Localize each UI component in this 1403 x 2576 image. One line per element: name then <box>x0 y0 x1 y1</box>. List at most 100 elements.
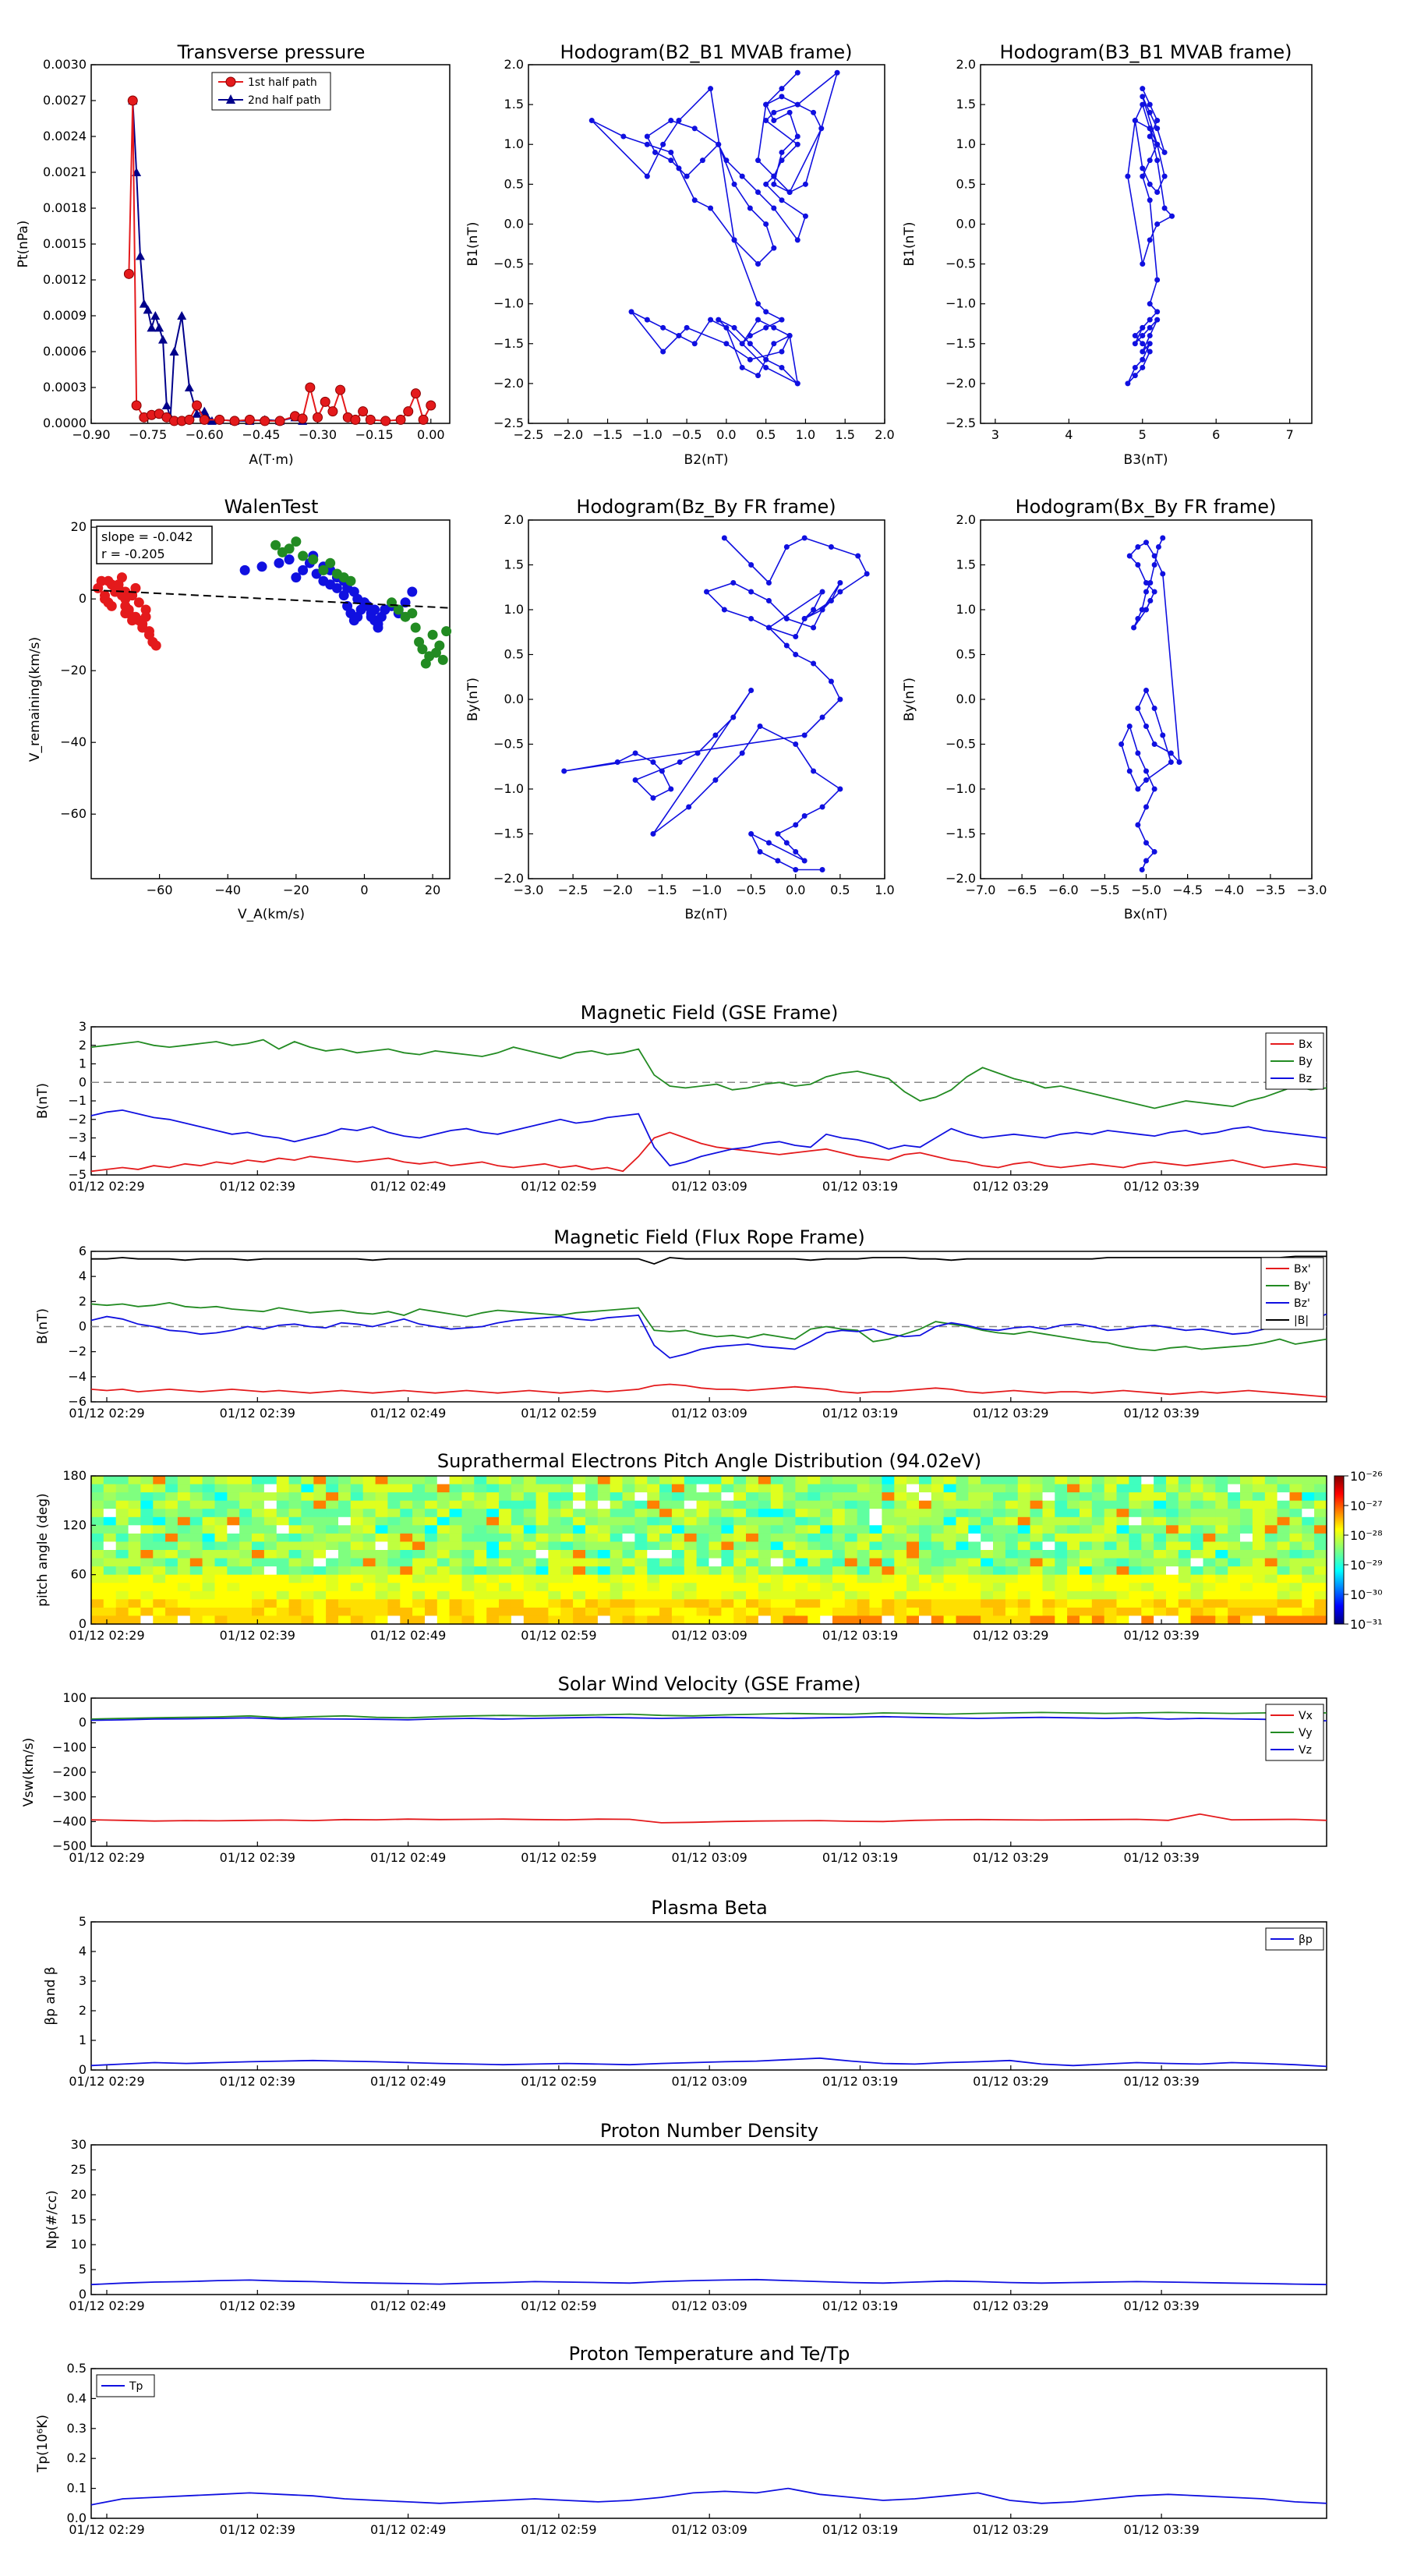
pad-cell <box>313 1509 327 1518</box>
pad-cell <box>1314 1500 1327 1509</box>
pad-cell <box>882 1541 895 1551</box>
pad-cell <box>919 1574 932 1583</box>
h3-point <box>686 804 692 810</box>
pad-cell <box>1228 1541 1241 1551</box>
pad-cell <box>610 1574 624 1583</box>
pad-cell <box>1055 1615 1068 1625</box>
pad-cell <box>857 1476 871 1485</box>
pad-cell <box>968 1550 981 1559</box>
pad-cell <box>671 1591 685 1600</box>
h1-point <box>739 364 745 370</box>
pad-cell <box>709 1509 722 1518</box>
pad-cell <box>981 1558 994 1567</box>
pad-cell <box>362 1558 376 1567</box>
pad-cell <box>1129 1607 1142 1617</box>
pad-cell <box>523 1574 537 1583</box>
pad-cell <box>832 1500 846 1509</box>
pad-cell <box>449 1583 462 1592</box>
h2-ytick-label: 1.0 <box>956 136 976 151</box>
pad-cell <box>808 1516 821 1526</box>
pad-cell <box>844 1509 858 1518</box>
pad-cell <box>770 1476 784 1485</box>
pad-cell <box>103 1476 117 1485</box>
pad-cell <box>400 1574 413 1583</box>
pad-cell <box>931 1558 945 1567</box>
pad-cell <box>906 1492 920 1502</box>
pad-cell <box>1302 1476 1315 1485</box>
pad-cell <box>696 1525 709 1534</box>
pad-cell <box>647 1615 660 1625</box>
pad-cell <box>1240 1484 1253 1493</box>
pad-cell <box>696 1607 709 1617</box>
pad-cell <box>832 1476 846 1485</box>
h2-point <box>1140 261 1146 267</box>
pad-cell <box>548 1533 561 1543</box>
pad-cell <box>597 1484 611 1493</box>
pad-cell <box>622 1599 635 1608</box>
pad-cell <box>128 1533 141 1543</box>
walen-point-green <box>437 654 448 665</box>
pad-cell <box>783 1492 796 1502</box>
walen-xtick-label: −60 <box>147 883 173 897</box>
pad-cell <box>1190 1533 1203 1543</box>
pad-cell <box>140 1533 154 1543</box>
pad-cell <box>808 1566 821 1576</box>
pad-cell <box>783 1525 796 1534</box>
pad-cell <box>1055 1533 1068 1543</box>
pad-cell <box>1302 1599 1315 1608</box>
pad-cell <box>993 1550 1006 1559</box>
h3-point <box>819 867 825 872</box>
pad-cell <box>375 1574 388 1583</box>
pad-cell <box>362 1492 376 1502</box>
pad-cell <box>696 1615 709 1625</box>
pad-cell <box>1141 1500 1154 1509</box>
pad-cell <box>1104 1484 1118 1493</box>
pad-cell <box>350 1615 364 1625</box>
pad-cell <box>1129 1516 1142 1526</box>
pad-cell <box>919 1509 932 1518</box>
vsw-legend-vx: Vx <box>1299 1710 1313 1722</box>
pad-cell <box>622 1516 635 1526</box>
pad-cell <box>684 1509 698 1518</box>
pad-cell <box>1166 1509 1179 1518</box>
pad-cell <box>1302 1583 1315 1592</box>
h1-plot <box>588 69 840 387</box>
pad-cell <box>375 1615 388 1625</box>
walen-point-red <box>143 626 154 637</box>
pad-cell <box>91 1599 104 1608</box>
pad-cell <box>1277 1500 1290 1509</box>
pad-cell <box>746 1583 759 1592</box>
h1-point <box>660 349 666 355</box>
pad-cell <box>177 1492 191 1502</box>
pad-colorbar-label: 10⁻³⁰ <box>1350 1587 1383 1602</box>
pad-cell <box>684 1516 698 1526</box>
pad-cell <box>1277 1558 1290 1567</box>
pad-cell <box>474 1484 487 1493</box>
h1-point <box>779 364 785 370</box>
pad-cell <box>919 1484 932 1493</box>
pad-cell <box>91 1533 104 1543</box>
pad-cell <box>474 1525 487 1534</box>
pad-cell <box>535 1574 549 1583</box>
pad-cell <box>1228 1591 1241 1600</box>
h1-point <box>699 157 705 164</box>
mffr-xtick-label: 01/12 02:59 <box>521 1406 596 1421</box>
pad-cell <box>103 1558 117 1567</box>
tp-series-2nd-marker <box>154 323 164 332</box>
pad-cell <box>326 1550 339 1559</box>
pad-cell <box>721 1574 734 1583</box>
h1-point <box>644 141 650 147</box>
pad-cell <box>869 1607 882 1617</box>
pad-cell <box>1091 1516 1105 1526</box>
pad-cell <box>425 1574 438 1583</box>
h2-point <box>1140 173 1146 179</box>
pad-cell <box>523 1607 537 1617</box>
pad-cell <box>968 1500 981 1509</box>
pad-cell <box>326 1574 339 1583</box>
tp-series-1st-marker <box>358 406 369 417</box>
pad-cell <box>758 1558 772 1567</box>
pad-cell <box>746 1566 759 1576</box>
pad-cell <box>1091 1500 1105 1509</box>
pad-cell <box>709 1533 722 1543</box>
h1-point <box>731 181 737 187</box>
